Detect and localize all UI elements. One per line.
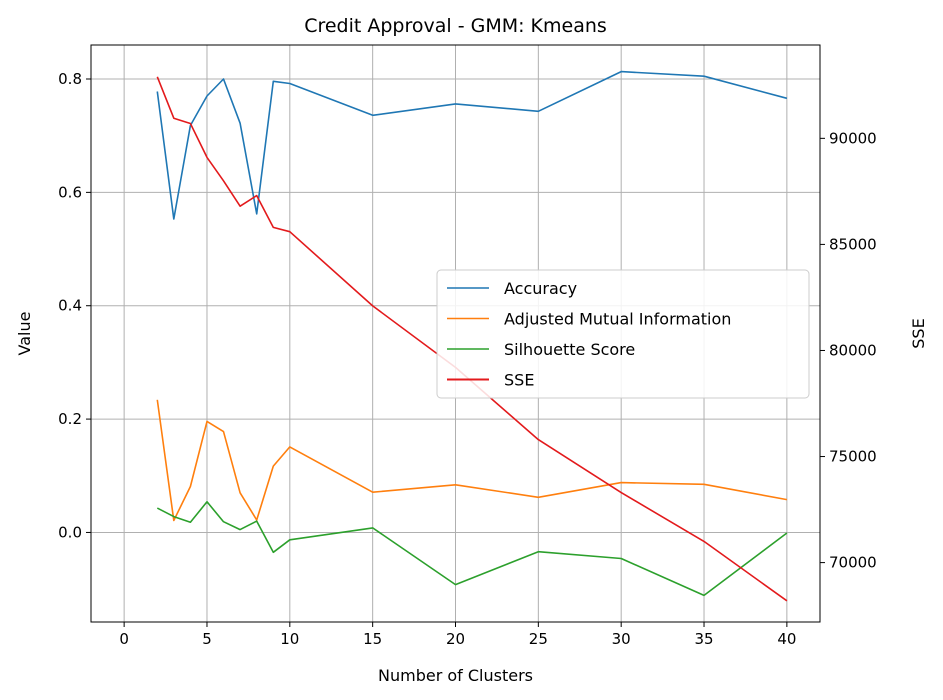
y2-tick-label: 85000 xyxy=(829,235,877,253)
series-line-adjusted-mutual-information xyxy=(156,399,788,522)
series-line-sse xyxy=(156,76,788,602)
y-tick-label: 0.2 xyxy=(58,410,82,428)
y-tick-label: 0.0 xyxy=(58,523,82,541)
series-lines xyxy=(156,70,788,602)
x-axis-label: Number of Clusters xyxy=(378,666,533,685)
series-line-silhouette-score xyxy=(156,500,788,597)
x-tick-label: 0 xyxy=(119,630,129,648)
series-line-accuracy xyxy=(156,70,788,220)
legend: Accuracy Adjusted Mutual Information Silho… xyxy=(436,269,810,399)
x-tick-label: 5 xyxy=(202,630,212,648)
x-tick-label: 15 xyxy=(363,630,382,648)
y-axis-label: Value xyxy=(15,312,34,356)
chart-title: Credit Approval - GMM: Kmeans xyxy=(304,15,607,37)
y-tick-label: 0.6 xyxy=(58,183,82,201)
grid xyxy=(91,45,820,622)
x-tick-label: 40 xyxy=(777,630,796,648)
y2-tick-label: 75000 xyxy=(829,448,877,466)
x-tick-label: 10 xyxy=(280,630,299,648)
x-tick-label: 35 xyxy=(694,630,713,648)
y2-tick-label: 70000 xyxy=(829,554,877,572)
x-tick-label: 30 xyxy=(612,630,631,648)
x-tick-label: 20 xyxy=(446,630,465,648)
y-axis-left: 0.0 0.2 0.4 0.6 0.8 xyxy=(58,70,91,541)
y-tick-label: 0.8 xyxy=(58,70,82,88)
y2-tick-label: 80000 xyxy=(829,341,877,359)
x-tick-label: 25 xyxy=(529,630,548,648)
y2-tick-label: 90000 xyxy=(829,129,877,147)
legend-entry: SSE xyxy=(504,371,534,390)
legend-entry: Adjusted Mutual Information xyxy=(504,310,731,329)
y2-axis-label: SSE xyxy=(909,318,928,348)
legend-entry: Accuracy xyxy=(504,279,577,298)
legend-box xyxy=(436,269,810,399)
x-axis: 0 5 10 15 20 25 30 35 40 xyxy=(119,622,796,648)
y-axis-right: 70000 75000 80000 85000 90000 xyxy=(820,129,877,572)
legend-entry: Silhouette Score xyxy=(504,340,635,359)
y-tick-label: 0.4 xyxy=(58,297,82,315)
